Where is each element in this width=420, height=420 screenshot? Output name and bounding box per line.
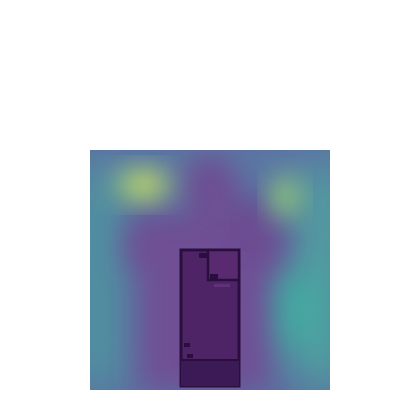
- floorplan-marker-mid: [210, 274, 218, 280]
- floorplan-room-top-right: [206, 248, 241, 282]
- hotspot-top-left: [115, 170, 171, 200]
- floorplan-marker-left-a: [184, 343, 190, 347]
- heatmap-area: [90, 150, 330, 390]
- floorplan-marker-left-b: [187, 354, 193, 358]
- floorplan-door-top: [199, 253, 207, 258]
- floorplan-shelf: [214, 284, 230, 287]
- hotspot-top-right: [271, 177, 299, 217]
- floorplan-overlay: [179, 248, 241, 388]
- floorplan-room-bottom: [181, 360, 239, 386]
